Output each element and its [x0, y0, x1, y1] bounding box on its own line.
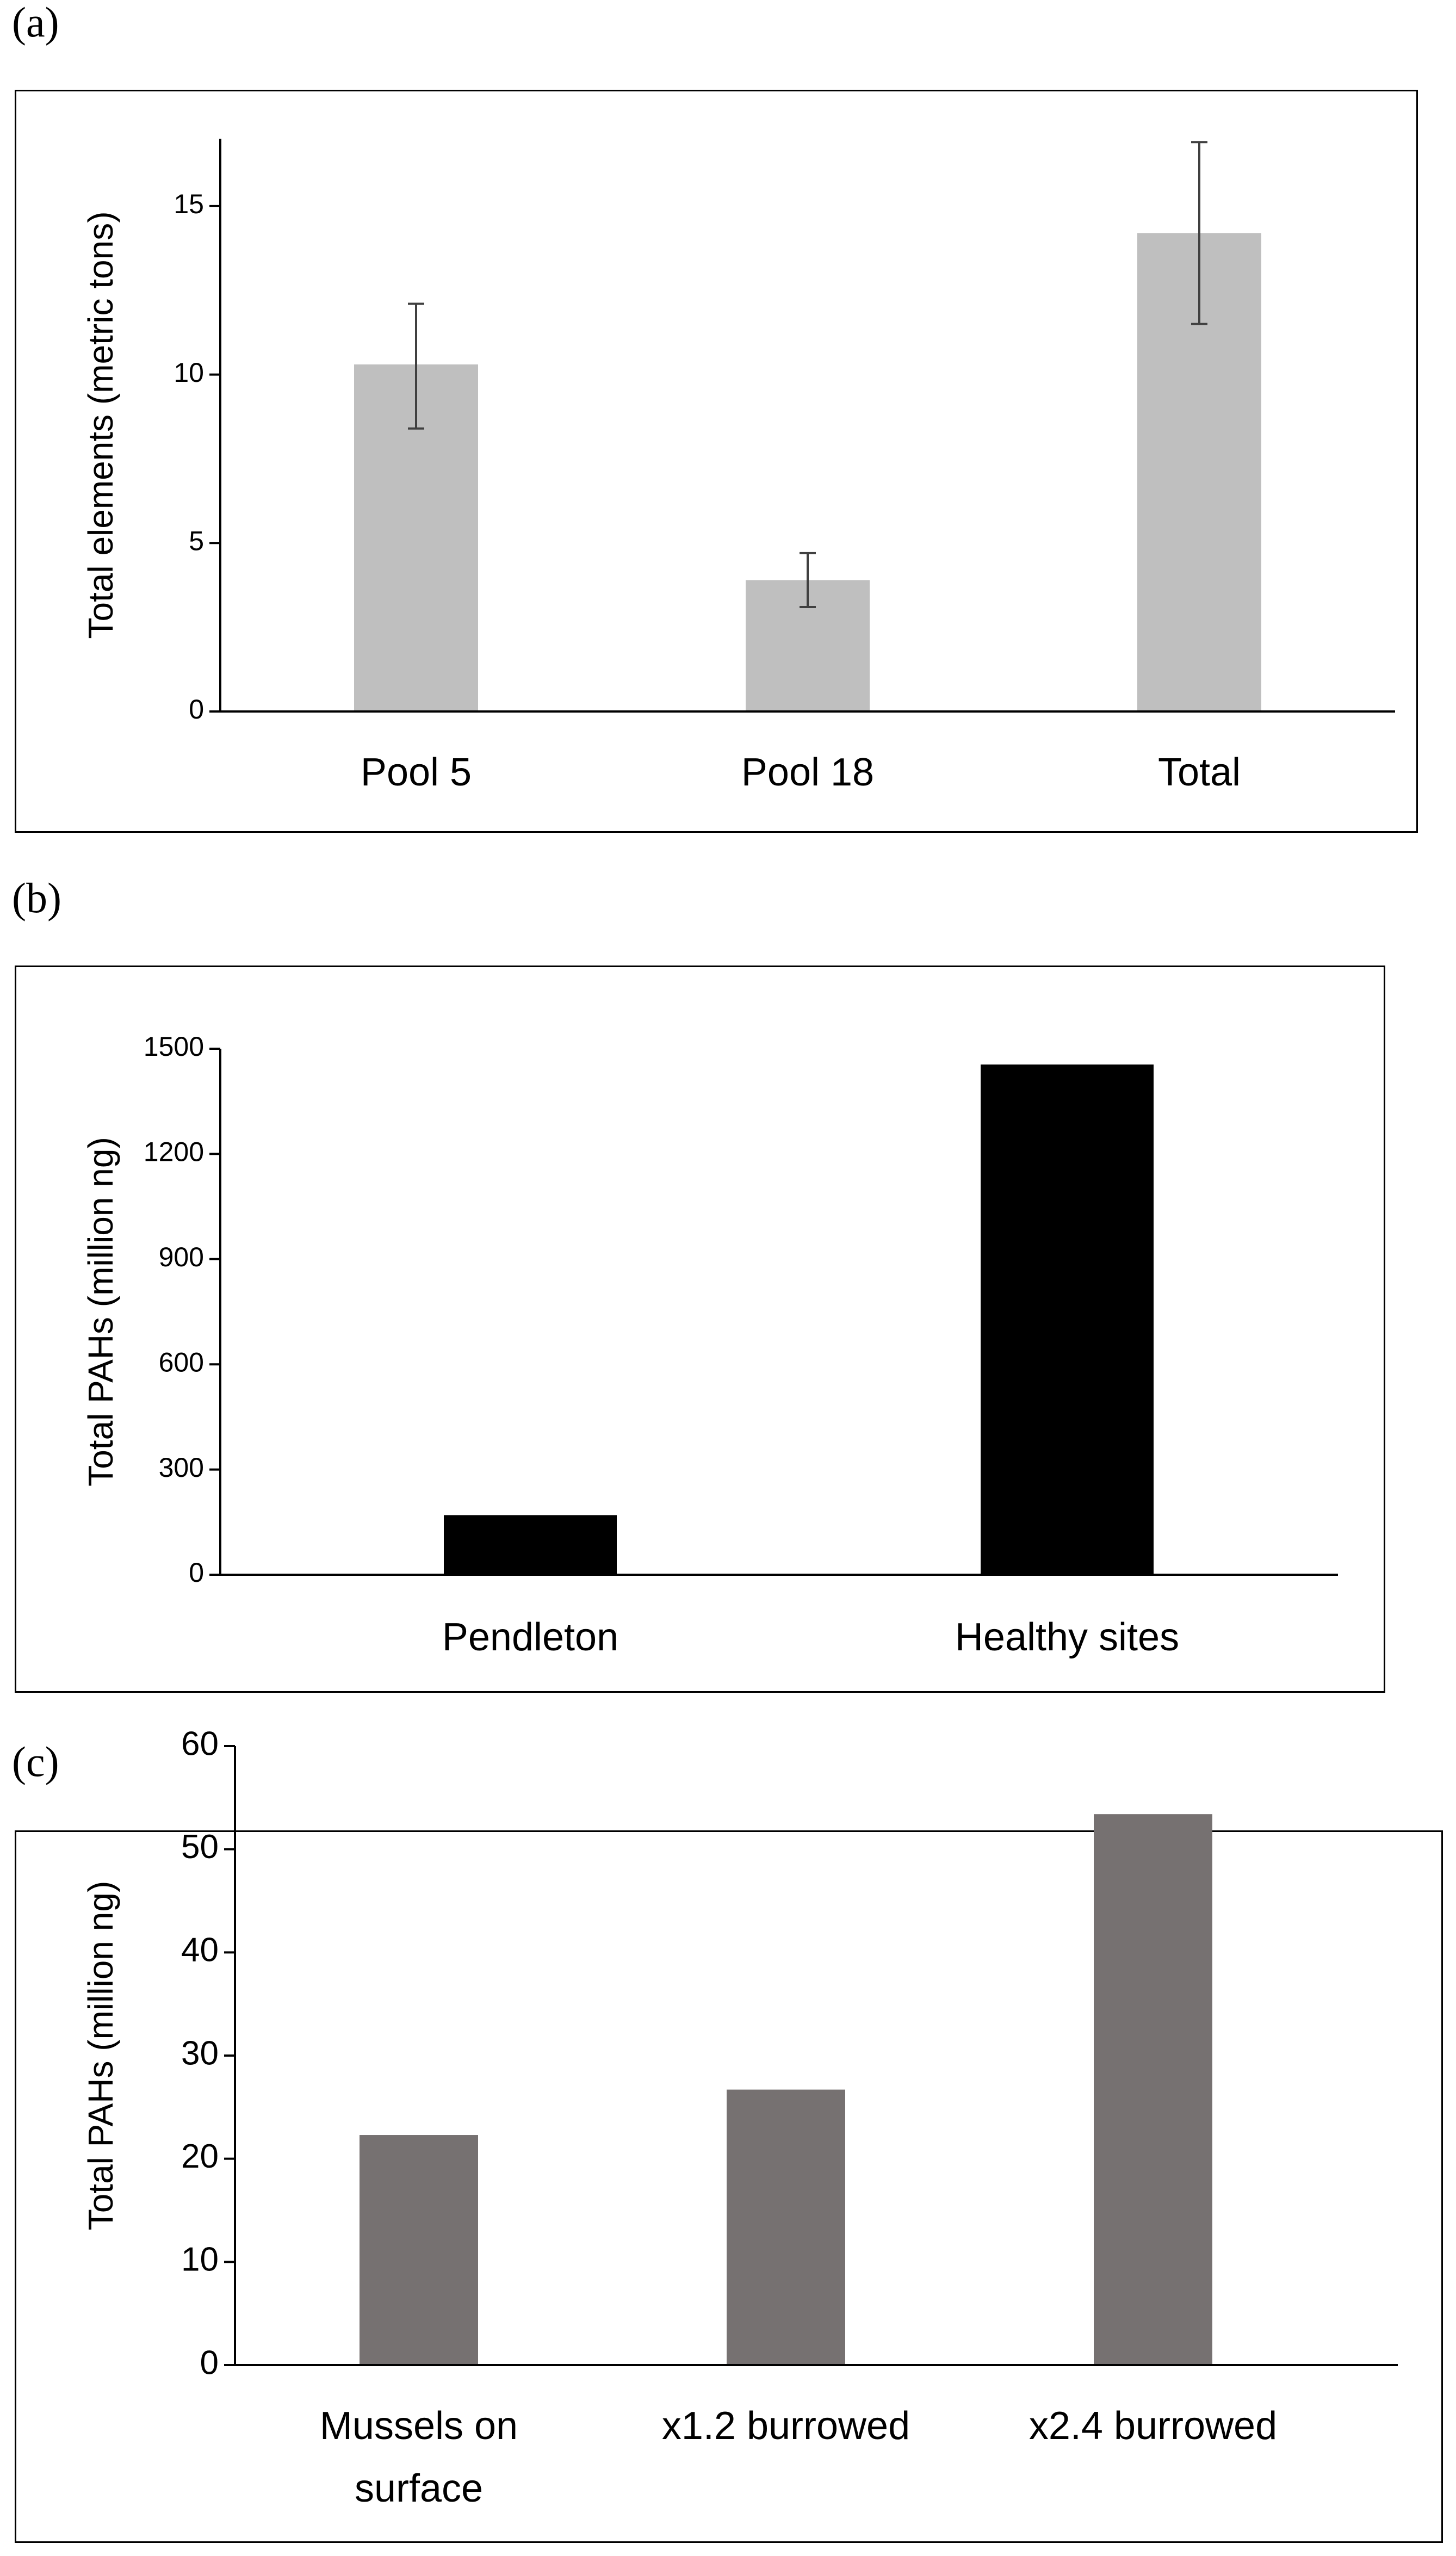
panel-label-c: (c) [12, 1738, 59, 1785]
y-tick-label-1: 10 [181, 2241, 219, 2279]
x-category-label-2: Total [1158, 751, 1241, 794]
x-category-label-0-line-1: surface [355, 2467, 483, 2510]
bar-chart-c-2 [1094, 1814, 1212, 2365]
y-tick-label-4: 40 [181, 1932, 219, 1969]
x-category-label-2-line-0: x2.4 burrowed [1029, 2404, 1277, 2448]
y-tick-label-3: 900 [159, 1242, 204, 1272]
bar-chart-c-0 [360, 2135, 478, 2365]
panel-label-b: (b) [12, 874, 61, 921]
bar-chart-c-1 [727, 2089, 845, 2365]
y-tick-label-3: 15 [174, 189, 204, 219]
y-tick-label-2: 20 [181, 2138, 219, 2175]
chart-a: 0 5 10 15 Pool 5 Pool 18 Total Total elements (… [81, 139, 1395, 794]
y-tick-label-0: 0 [189, 1557, 204, 1588]
x-category-label-0: Pendleton [442, 1616, 618, 1659]
y-tick-label-5: 1500 [144, 1031, 204, 1062]
y-tick-label-2: 600 [159, 1347, 204, 1377]
y-tick-label-0: 0 [189, 694, 204, 725]
y-tick-label-3: 30 [181, 2034, 219, 2072]
y-axis-title: Total PAHs (million ng) [81, 1881, 120, 2231]
y-tick-label-6: 60 [181, 1725, 219, 1762]
y-tick-label-0: 0 [200, 2344, 219, 2381]
x-category-label-0: Pool 5 [361, 751, 472, 794]
x-category-label-1-line-0: x1.2 burrowed [662, 2404, 910, 2448]
y-tick-label-1: 300 [159, 1452, 204, 1483]
chart-panel-b [15, 966, 1385, 1693]
y-tick-label-4: 1200 [144, 1137, 204, 1167]
y-tick-label-2: 10 [174, 357, 204, 388]
panel-label-a: (a) [12, 0, 59, 46]
x-category-label-1: Pool 18 [741, 751, 874, 794]
y-axis-title: Total elements (metric tons) [81, 211, 120, 639]
bar-chart-b-0 [444, 1515, 617, 1575]
y-tick-label-1: 5 [189, 525, 204, 556]
x-category-label-0-line-0: Mussels on [320, 2404, 518, 2448]
y-axis-title: Total PAHs (million ng) [81, 1137, 120, 1487]
y-tick-label-5: 50 [181, 1828, 219, 1866]
x-category-label-1: Healthy sites [955, 1616, 1179, 1659]
bar-chart-b-1 [981, 1065, 1154, 1575]
